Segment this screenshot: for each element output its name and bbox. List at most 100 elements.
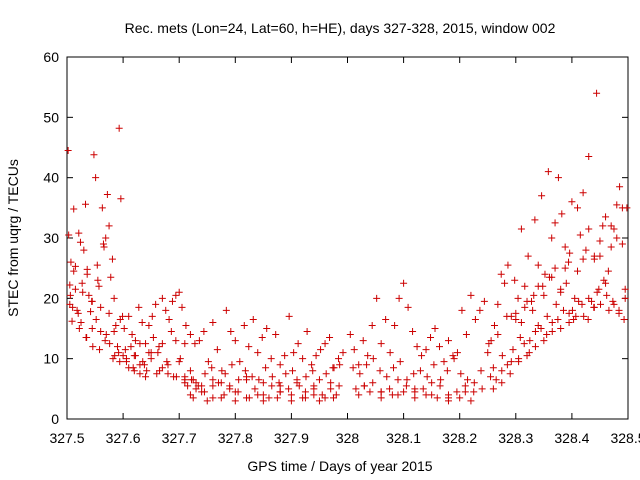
data-point bbox=[147, 349, 155, 357]
data-point bbox=[172, 337, 180, 345]
data-point bbox=[605, 306, 613, 314]
data-point bbox=[403, 376, 411, 384]
data-point bbox=[315, 397, 323, 405]
x-tick-label: 328.1 bbox=[386, 430, 421, 446]
data-point bbox=[66, 281, 74, 289]
data-point bbox=[251, 385, 259, 393]
data-point bbox=[600, 276, 608, 284]
data-point bbox=[503, 312, 511, 320]
data-point bbox=[386, 349, 394, 357]
data-point bbox=[530, 291, 538, 299]
data-point bbox=[593, 288, 601, 296]
data-point bbox=[467, 397, 475, 405]
y-tick-label: 20 bbox=[43, 290, 59, 306]
data-point bbox=[603, 291, 611, 299]
data-point bbox=[89, 343, 97, 351]
data-point bbox=[136, 370, 144, 378]
data-point bbox=[507, 358, 515, 366]
data-point bbox=[531, 328, 539, 336]
data-point bbox=[176, 355, 184, 363]
data-point bbox=[377, 388, 385, 396]
data-point bbox=[571, 294, 579, 302]
data-point bbox=[136, 340, 144, 348]
data-point bbox=[299, 355, 307, 363]
data-point bbox=[544, 168, 552, 176]
data-point bbox=[87, 308, 95, 316]
data-point bbox=[457, 370, 465, 378]
data-point bbox=[396, 358, 404, 366]
data-point bbox=[175, 358, 183, 366]
data-point bbox=[585, 225, 593, 233]
data-point bbox=[275, 379, 283, 387]
x-tick-label: 327.9 bbox=[274, 430, 309, 446]
data-point bbox=[521, 282, 529, 290]
data-point bbox=[317, 346, 325, 354]
data-point bbox=[102, 331, 110, 339]
data-point bbox=[580, 312, 588, 320]
data-point bbox=[615, 306, 623, 314]
data-point bbox=[394, 391, 402, 399]
data-point bbox=[436, 382, 444, 390]
data-point bbox=[164, 370, 172, 378]
data-point bbox=[128, 331, 136, 339]
data-point bbox=[462, 331, 470, 339]
data-point bbox=[254, 349, 262, 357]
data-point bbox=[172, 291, 180, 299]
data-point bbox=[106, 340, 114, 348]
data-point bbox=[373, 294, 381, 302]
y-tick-label: 30 bbox=[43, 230, 59, 246]
data-point bbox=[590, 303, 598, 311]
data-point bbox=[366, 388, 374, 396]
data-point bbox=[551, 264, 559, 272]
data-point bbox=[506, 370, 514, 378]
x-tick-label: 328 bbox=[336, 430, 360, 446]
x-tick-label: 327.7 bbox=[162, 430, 197, 446]
data-point bbox=[245, 394, 253, 402]
data-point bbox=[390, 364, 398, 372]
data-point bbox=[422, 346, 430, 354]
data-point bbox=[131, 337, 139, 345]
data-point bbox=[470, 388, 478, 396]
data-point bbox=[516, 334, 524, 342]
data-point bbox=[107, 273, 115, 281]
data-point bbox=[287, 391, 295, 399]
x-tick-label: 327.5 bbox=[49, 430, 84, 446]
data-point bbox=[492, 376, 500, 384]
data-point bbox=[618, 204, 626, 212]
data-point bbox=[558, 210, 566, 218]
data-point bbox=[607, 222, 615, 230]
data-point bbox=[523, 297, 531, 305]
data-point bbox=[349, 364, 357, 372]
data-point bbox=[517, 318, 525, 326]
data-point bbox=[534, 282, 542, 290]
data-point bbox=[382, 315, 390, 323]
data-point bbox=[111, 352, 119, 360]
data-point bbox=[191, 340, 199, 348]
data-point bbox=[322, 370, 330, 378]
data-point bbox=[308, 361, 316, 369]
data-point bbox=[504, 261, 512, 269]
data-point bbox=[498, 379, 506, 387]
data-point bbox=[596, 237, 604, 245]
data-point bbox=[241, 367, 249, 375]
data-point bbox=[115, 349, 123, 357]
data-point bbox=[310, 385, 318, 393]
data-point bbox=[327, 385, 335, 393]
data-point bbox=[585, 153, 593, 161]
data-point bbox=[108, 255, 116, 263]
data-point bbox=[355, 361, 363, 369]
data-point bbox=[65, 231, 73, 239]
x-tick-label: 328.4 bbox=[554, 430, 589, 446]
data-point bbox=[168, 297, 176, 305]
data-point bbox=[579, 189, 587, 197]
data-point bbox=[276, 388, 284, 396]
data-point bbox=[498, 367, 506, 375]
data-point bbox=[83, 270, 91, 278]
data-point bbox=[258, 334, 266, 342]
data-point bbox=[156, 367, 164, 375]
data-point bbox=[112, 321, 120, 329]
data-point bbox=[105, 222, 113, 230]
data-point bbox=[312, 352, 320, 360]
data-point bbox=[537, 325, 545, 332]
